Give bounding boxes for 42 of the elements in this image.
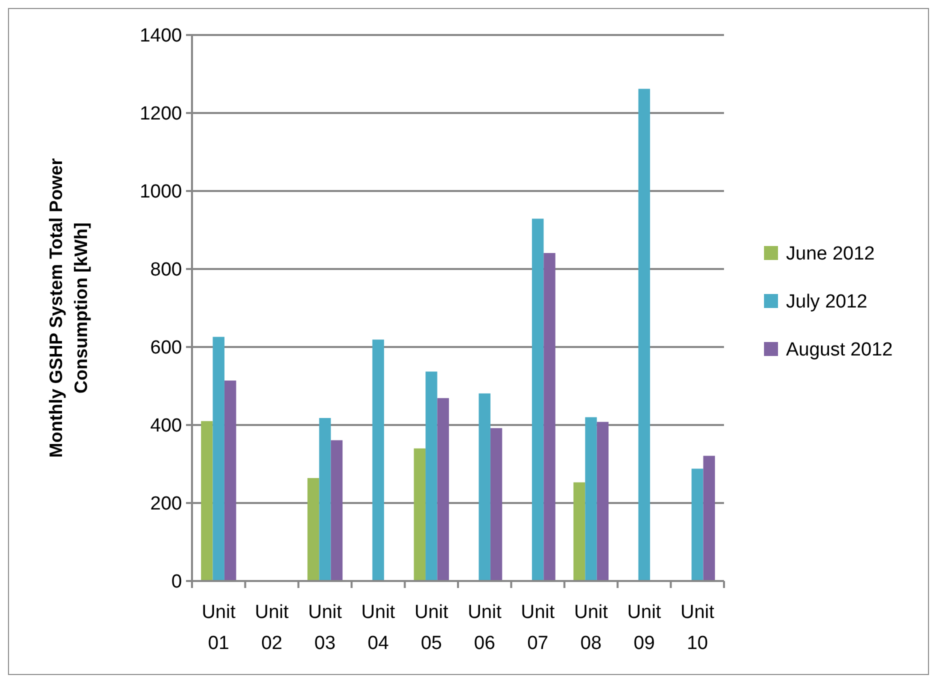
x-tick-label: Unit 06 [468,602,502,654]
bar [692,468,704,581]
bar [330,440,343,581]
bar [201,421,213,581]
bar [437,398,449,581]
x-tick-label: Unit 09 [627,602,662,654]
legend-label: June 2012 [786,244,875,265]
y-tick-label: 1400 [140,26,182,47]
bar [573,482,586,581]
bar [372,340,384,581]
bar [319,418,331,581]
legend-label: August 2012 [786,340,893,361]
bar [212,336,224,581]
bar [224,380,236,581]
x-tick-label: Unit 01 [202,602,236,654]
x-tick-label: Unit 07 [520,602,556,654]
bar [585,417,597,581]
x-tick-label: Unit 10 [680,602,716,654]
bar [414,448,426,581]
y-tick-label: 1200 [140,104,182,125]
bar [307,478,320,581]
y-tick-label: 200 [150,494,182,515]
bar [638,88,650,581]
y-axis-title: Monthly GSHP System Total Power Consumption [kWh] [46,158,91,458]
x-tick-label: Unit 02 [254,602,290,654]
bar [490,428,502,581]
y-tick-label: 400 [150,416,182,437]
bar [544,253,556,581]
bar [478,393,490,581]
x-tick-label: Unit 08 [574,602,609,654]
y-tick-label: 600 [150,338,182,359]
y-tick-label: 1000 [140,182,182,203]
bar [426,372,438,581]
x-tick-label: Unit 04 [361,602,396,654]
x-tick-label: Unit 05 [414,602,450,654]
legend-label: July 2012 [786,292,868,313]
bar [596,422,609,581]
bar [703,456,715,581]
y-tick-label: 800 [150,260,182,281]
bar [532,218,544,581]
y-tick-label: 0 [171,572,182,593]
x-tick-label: Unit 03 [308,602,343,654]
